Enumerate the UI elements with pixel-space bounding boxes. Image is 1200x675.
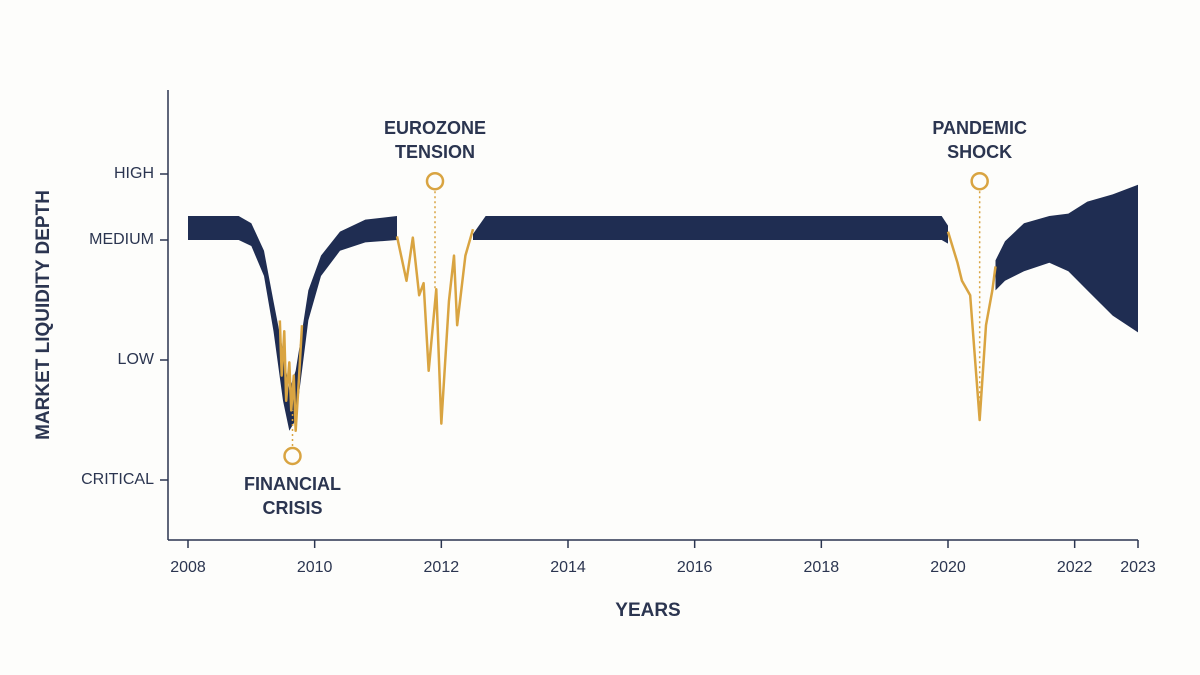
- x-axis-title: YEARS: [615, 600, 680, 621]
- x-tick-label: 2016: [677, 559, 713, 576]
- x-tick-label: 2018: [804, 559, 840, 576]
- annotation-label: TENSION: [395, 142, 475, 162]
- y-axis-title: MARKET LIQUIDITY DEPTH: [33, 190, 54, 440]
- volatility-line: [946, 231, 997, 422]
- liquidity-band: [188, 184, 1138, 431]
- y-tick-label: HIGH: [114, 165, 154, 182]
- x-tick-label: 2010: [297, 559, 333, 576]
- volatility-line: [278, 320, 304, 433]
- annotation-marker: [425, 171, 445, 191]
- x-tick-label: 2014: [550, 559, 586, 576]
- volatility-line: [395, 228, 475, 425]
- x-tick-label: 2020: [930, 559, 966, 576]
- annotation-label: SHOCK: [947, 142, 1012, 162]
- annotation-marker: [283, 446, 302, 466]
- annotation-marker: [970, 171, 989, 191]
- annotation-label: EUROZONE: [384, 118, 486, 138]
- annotation-label: FINANCIAL: [244, 474, 341, 494]
- annotation-label: CRISIS: [262, 498, 322, 518]
- x-tick-label: 2023: [1120, 559, 1156, 576]
- x-tick-label: 2008: [170, 559, 206, 576]
- y-tick-label: MEDIUM: [89, 231, 154, 248]
- x-tick-label: 2012: [424, 559, 460, 576]
- annotation-label: PANDEMIC: [932, 118, 1027, 138]
- y-tick-label: CRITICAL: [81, 471, 154, 488]
- y-tick-label: LOW: [118, 351, 155, 368]
- x-tick-label: 2022: [1057, 559, 1093, 576]
